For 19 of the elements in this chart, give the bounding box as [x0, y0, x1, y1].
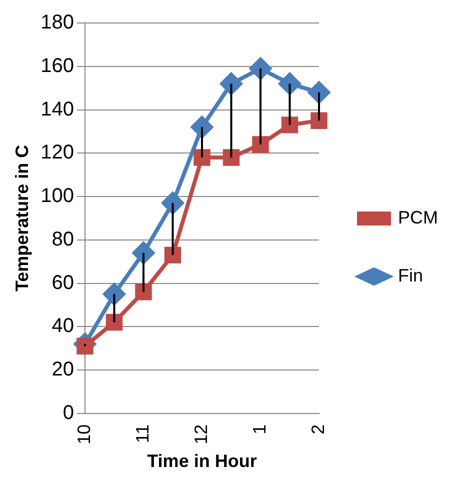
legend-label: PCM	[398, 207, 438, 228]
x-tick-label: 12	[190, 424, 211, 444]
y-tick-label: 0	[62, 402, 74, 424]
y-tick-label: 140	[40, 98, 74, 120]
y-tick-label: 100	[40, 185, 74, 208]
x-tick-label: 11	[132, 424, 152, 444]
x-tick-label: 2	[308, 424, 328, 434]
y-tick-label: 80	[52, 228, 74, 250]
y-tick-label: 60	[52, 272, 74, 294]
y-tick-label: 160	[40, 54, 74, 77]
x-axis-title: Time in Hour	[147, 451, 257, 472]
y-tick-label: 40	[52, 315, 74, 338]
x-tick-label: 10	[74, 424, 94, 444]
y-tick-label: 120	[40, 142, 74, 164]
y-tick-label: 20	[52, 358, 74, 381]
legend-label: Fin	[398, 265, 424, 286]
y-axis-title: Temperature in C	[12, 144, 32, 292]
x-tick-label: 1	[249, 424, 270, 434]
y-tick-label: 180	[40, 12, 74, 34]
